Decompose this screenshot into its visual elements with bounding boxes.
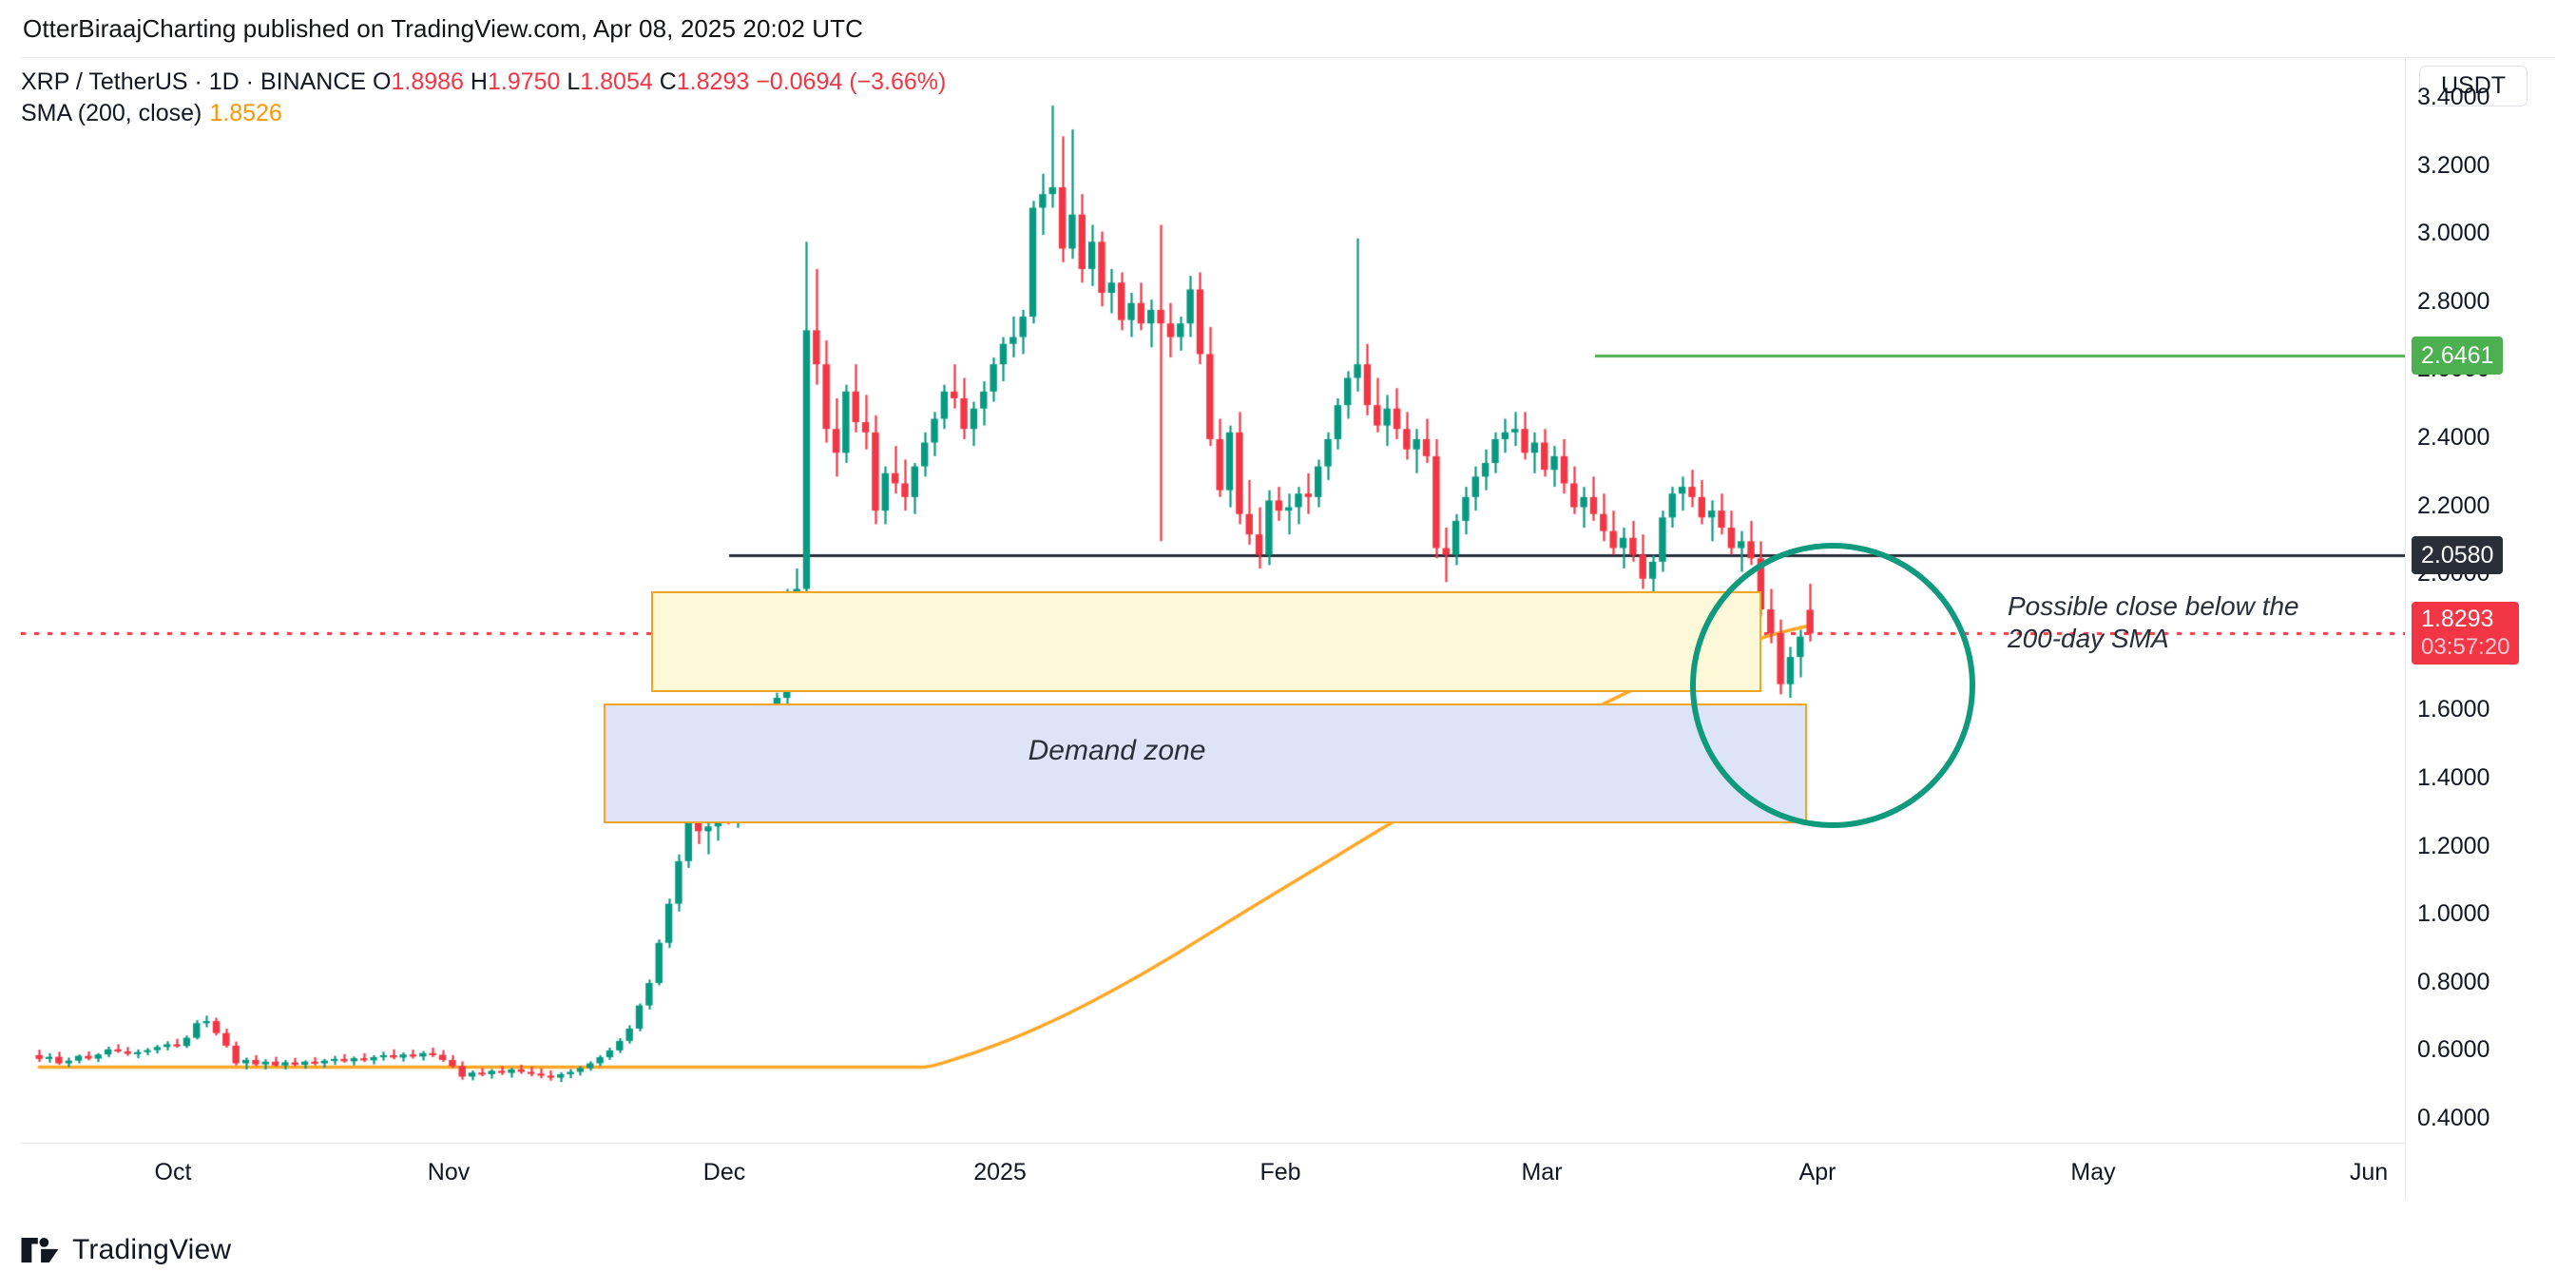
resistance-tag[interactable]: 2.6461 xyxy=(2412,336,2504,375)
time-axis[interactable]: Oct Nov Dec 2025 Feb Mar Apr May Jun xyxy=(21,1143,2405,1200)
note-line-2: 200-day SMA xyxy=(2008,624,2169,653)
support-tag[interactable]: 2.0580 xyxy=(2412,536,2504,575)
chart-plot-area[interactable]: Demand zone Possible close below the 200… xyxy=(21,58,2405,1144)
price-tick-label: 2.2000 xyxy=(2417,491,2490,519)
price-tick-label: 2.4000 xyxy=(2417,423,2490,451)
currency-badge[interactable]: USDT xyxy=(2419,66,2528,106)
supply-zone-box[interactable] xyxy=(651,591,1761,692)
time-tick-label: Apr xyxy=(1798,1159,1836,1185)
demand-zone-box[interactable] xyxy=(604,703,1807,823)
time-tick-label: Nov xyxy=(427,1159,471,1185)
note-line-1: Possible close below the xyxy=(2008,591,2299,621)
chart-frame: Demand zone Possible close below the 200… xyxy=(21,57,2555,1200)
time-tick-label: Mar xyxy=(1521,1159,1563,1185)
price-tick-label: 1.4000 xyxy=(2417,763,2490,791)
time-tick-label: Dec xyxy=(702,1159,746,1185)
publication-text: OtterBiraajCharting published on Trading… xyxy=(23,13,864,43)
price-tick-label: 0.4000 xyxy=(2417,1104,2490,1131)
tradingview-logo-icon xyxy=(21,1238,59,1262)
price-tick-label: 3.0000 xyxy=(2417,220,2490,247)
price-axis[interactable]: USDT 3.40003.20003.00002.80002.60002.400… xyxy=(2405,58,2555,1200)
time-tick-label: 2025 xyxy=(973,1159,1027,1185)
footer: TradingView xyxy=(21,1234,231,1266)
time-tick-label: Jun xyxy=(2349,1159,2389,1185)
time-tick-label: Oct xyxy=(154,1159,192,1185)
price-tick-label: 3.4000 xyxy=(2417,83,2490,110)
note-annotation[interactable]: Possible close below the 200-day SMA xyxy=(2008,590,2299,655)
publication-strip: OtterBiraajCharting published on Trading… xyxy=(0,0,2576,57)
countdown-timer: 03:57:20 xyxy=(2421,634,2510,661)
price-tick-label: 3.2000 xyxy=(2417,151,2490,179)
time-tick-label: May xyxy=(2070,1159,2116,1185)
price-tick-label: 0.6000 xyxy=(2417,1036,2490,1064)
last-price-tag[interactable]: 1.8293 03:57:20 xyxy=(2412,602,2520,665)
last-price-tag-value: 1.8293 xyxy=(2421,606,2494,633)
price-tick-label: 1.0000 xyxy=(2417,900,2490,928)
demand-zone-label: Demand zone xyxy=(1028,735,1206,767)
support-tag-value: 2.0580 xyxy=(2421,542,2494,569)
breakdown-ellipse[interactable] xyxy=(1690,543,1975,828)
price-tick-label: 2.8000 xyxy=(2417,287,2490,315)
price-tick-label: 1.6000 xyxy=(2417,696,2490,723)
tradingview-wordmark: TradingView xyxy=(72,1234,232,1265)
resistance-tag-value: 2.6461 xyxy=(2421,341,2494,369)
time-tick-label: Feb xyxy=(1259,1159,1301,1185)
price-tick-label: 1.2000 xyxy=(2417,832,2490,859)
price-tick-label: 0.8000 xyxy=(2417,968,2490,995)
